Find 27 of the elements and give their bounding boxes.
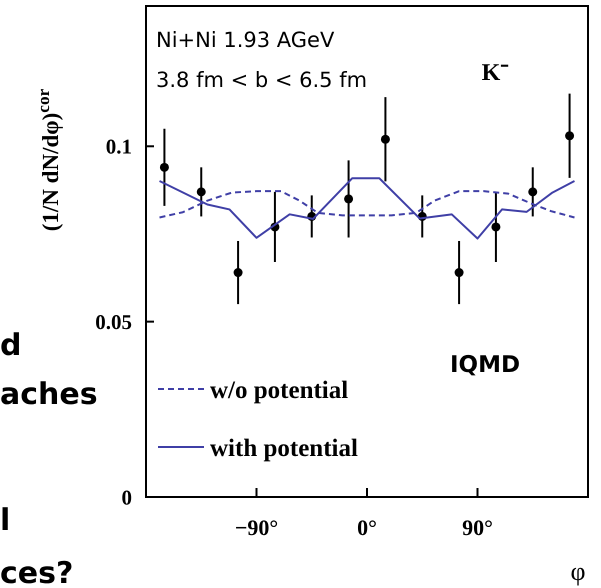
point: [234, 268, 243, 278]
line-series: [158, 177, 576, 240]
point: [491, 222, 500, 232]
text: aches: [0, 377, 98, 412]
legend-label: with potential: [210, 434, 358, 462]
annotation: Ni+Ni 1.93 AGeV: [156, 28, 335, 52]
annotation: IQMD: [450, 352, 520, 378]
point: [380, 134, 390, 144]
text: d: [0, 328, 22, 363]
x-tick-label: 0°: [357, 515, 377, 540]
point: [344, 194, 354, 204]
point: [454, 268, 464, 278]
x-tick-label: 90°: [462, 515, 493, 540]
x-tick-label: −90°: [234, 515, 278, 540]
y-tick-label: 0.1: [106, 134, 132, 159]
legend-label: w/o potential: [210, 376, 348, 404]
point: [528, 187, 538, 196]
text: l: [0, 503, 10, 538]
point: [565, 131, 574, 140]
x-axis-title: φ: [570, 557, 586, 586]
point: [196, 187, 206, 196]
annotation: K⁻: [482, 60, 508, 86]
y-tick-label: 0.05: [95, 310, 132, 334]
text: ces?: [0, 556, 74, 588]
y-tick-label: 0: [122, 485, 132, 510]
annotation: 3.8 fm < b < 6.5 fm: [156, 68, 368, 92]
point: [160, 162, 169, 172]
